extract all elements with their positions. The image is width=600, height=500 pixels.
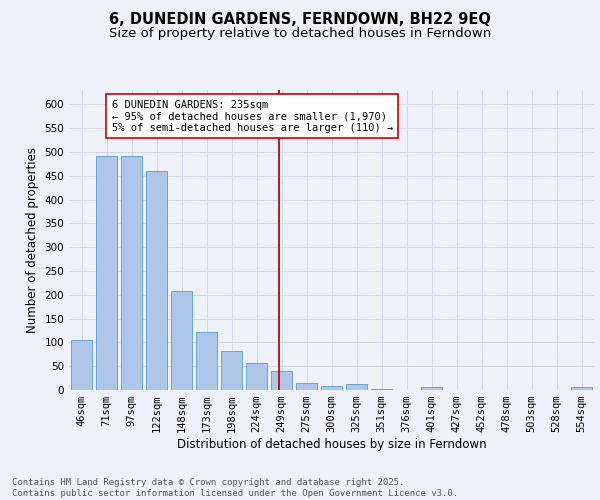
Bar (171, 292, 192, 390)
Text: Size of property relative to detached houses in Ferndown: Size of property relative to detached ho… (109, 28, 491, 40)
Bar (321, 386, 342, 390)
Bar (346, 384, 367, 390)
Bar (421, 387, 442, 390)
Bar (196, 332, 217, 390)
Text: Contains HM Land Registry data © Crown copyright and database right 2025.
Contai: Contains HM Land Registry data © Crown c… (12, 478, 458, 498)
Bar (371, 388, 392, 390)
Bar (71, 340, 92, 390)
Bar (271, 371, 292, 390)
Bar (571, 387, 592, 390)
Bar (146, 171, 167, 390)
Bar (296, 383, 317, 390)
Bar (221, 351, 242, 390)
Text: 6 DUNEDIN GARDENS: 235sqm
← 95% of detached houses are smaller (1,970)
5% of sem: 6 DUNEDIN GARDENS: 235sqm ← 95% of detac… (112, 100, 393, 132)
Text: 6, DUNEDIN GARDENS, FERNDOWN, BH22 9EQ: 6, DUNEDIN GARDENS, FERNDOWN, BH22 9EQ (109, 12, 491, 28)
Bar (96, 156, 117, 390)
Y-axis label: Number of detached properties: Number of detached properties (26, 147, 39, 333)
Bar (246, 363, 267, 390)
Bar (121, 156, 142, 390)
X-axis label: Distribution of detached houses by size in Ferndown: Distribution of detached houses by size … (176, 438, 487, 451)
